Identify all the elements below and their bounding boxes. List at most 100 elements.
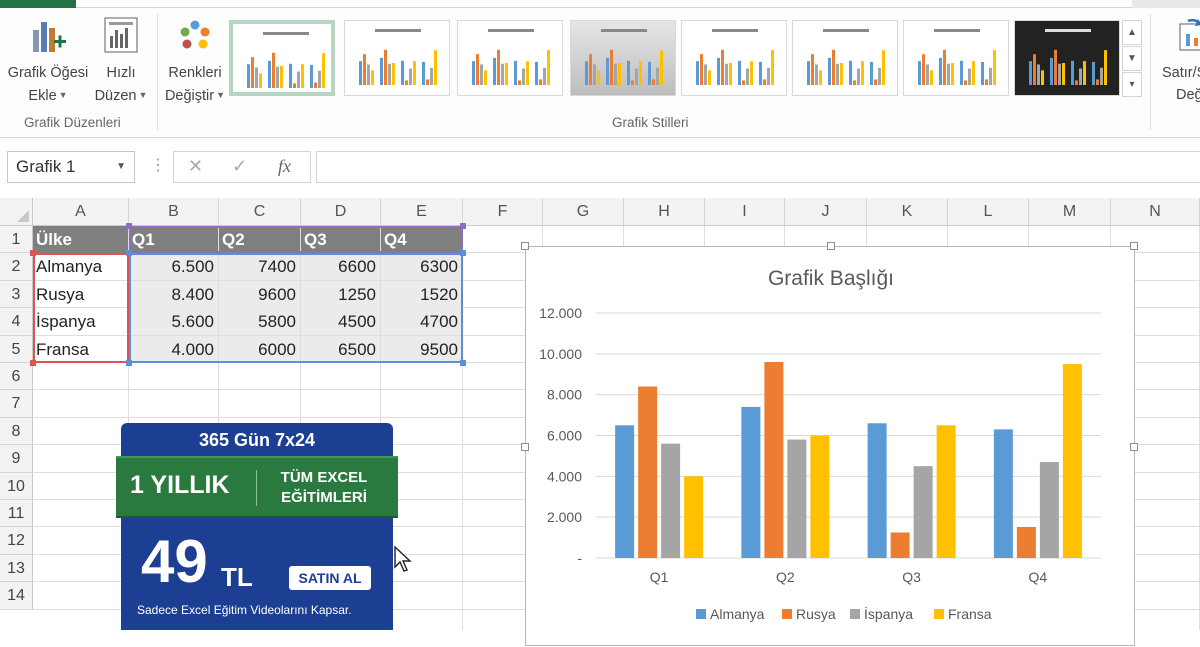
chart-style-5[interactable]	[681, 20, 787, 96]
value-cell[interactable]: 1520	[381, 280, 462, 308]
bar-q3-2[interactable]	[913, 466, 933, 558]
value-cell[interactable]: 5800	[219, 308, 300, 336]
name-box[interactable]: Grafik 1 ▼	[7, 151, 135, 183]
row-header-5[interactable]: 5	[0, 335, 33, 363]
country-cell[interactable]: Almanya	[36, 257, 103, 277]
column-header-k[interactable]: K	[867, 198, 948, 226]
row-header-11[interactable]: 11	[0, 500, 33, 528]
bar-q1-1[interactable]	[638, 386, 658, 559]
bar-q4-1[interactable]	[1016, 526, 1036, 558]
row-header-1[interactable]: 1	[0, 226, 33, 254]
value-cell[interactable]: 4.000	[129, 335, 218, 363]
legend-label[interactable]: İspanya	[864, 605, 913, 622]
value-cell[interactable]: 6000	[219, 335, 300, 363]
bar-q2-3[interactable]	[810, 435, 830, 559]
chart-style-3[interactable]	[457, 20, 563, 96]
legend-label[interactable]: Fransa	[948, 606, 992, 622]
resize-handle[interactable]	[827, 242, 835, 250]
chart-style-2[interactable]	[344, 20, 450, 96]
column-header-j[interactable]: J	[785, 198, 867, 226]
resize-handle[interactable]	[1130, 242, 1138, 250]
quick-layout-button[interactable]: Hızlı Düzen ▼	[92, 16, 150, 107]
chart-style-1[interactable]	[229, 20, 335, 96]
resize-handle[interactable]	[521, 443, 529, 451]
value-cell[interactable]: 8.400	[129, 280, 218, 308]
gallery-scroll-up-button[interactable]: ▲	[1122, 20, 1142, 45]
chart-style-4[interactable]	[570, 20, 676, 96]
row-header-13[interactable]: 13	[0, 554, 33, 583]
value-cell[interactable]: 5.600	[129, 308, 218, 336]
column-header-l[interactable]: L	[948, 198, 1029, 226]
bar-q4-0[interactable]	[993, 429, 1013, 558]
row-header-12[interactable]: 12	[0, 527, 33, 555]
bar-q1-3[interactable]	[684, 476, 704, 558]
row-header-10[interactable]: 10	[0, 472, 33, 500]
bar-q2-1[interactable]	[764, 362, 784, 558]
range-handle[interactable]	[126, 250, 132, 256]
table-header-cell[interactable]: Q1	[129, 226, 218, 253]
table-header-cell[interactable]: Q4	[381, 226, 462, 253]
column-header-i[interactable]: I	[705, 198, 785, 226]
country-cell[interactable]: Rusya	[36, 284, 85, 304]
resize-handle[interactable]	[521, 242, 529, 250]
formula-input[interactable]	[316, 151, 1200, 183]
range-handle[interactable]	[126, 360, 132, 366]
promo-banner[interactable]: 365 Gün 7x24 1 YILLIK TÜM EXCEL EĞİTİMLE…	[116, 423, 398, 630]
bar-q4-3[interactable]	[1062, 364, 1082, 558]
chart-style-6[interactable]	[792, 20, 898, 96]
bar-q3-3[interactable]	[936, 425, 956, 558]
legend-label[interactable]: Almanya	[710, 606, 765, 622]
chart-object[interactable]: Grafik Başlığı 12.000 10.000 8.000 6.000 4.0…	[521, 242, 1138, 646]
value-cell[interactable]: 9500	[381, 335, 462, 363]
range-handle[interactable]	[30, 250, 36, 256]
change-colors-button[interactable]: Renkleri Değiştir ▼	[162, 16, 228, 107]
chart-style-7[interactable]	[903, 20, 1009, 96]
table-header-cell[interactable]: Ülke	[33, 226, 128, 253]
column-header-e[interactable]: E	[381, 198, 463, 226]
value-cell[interactable]: 6600	[301, 253, 380, 281]
legend-label[interactable]: Rusya	[796, 606, 836, 622]
value-cell[interactable]: 6500	[301, 335, 380, 363]
table-header-cell[interactable]: Q3	[301, 226, 380, 253]
chevron-down-icon[interactable]: ▼	[116, 161, 126, 172]
column-header-h[interactable]: H	[624, 198, 705, 226]
bar-q1-0[interactable]	[615, 425, 635, 558]
value-cell[interactable]: 9600	[219, 280, 300, 308]
range-handle[interactable]	[126, 223, 132, 229]
row-header-4[interactable]: 4	[0, 308, 33, 336]
gallery-more-button[interactable]: ▾	[1122, 72, 1142, 97]
chart-title[interactable]: Grafik Başlığı	[767, 267, 895, 290]
buy-button[interactable]: SATIN AL	[289, 566, 371, 590]
column-header-d[interactable]: D	[301, 198, 381, 226]
column-header-f[interactable]: F	[463, 198, 543, 226]
country-cell[interactable]: Fransa	[36, 339, 89, 359]
gallery-scroll-down-button[interactable]: ▼	[1122, 46, 1142, 71]
bar-q1-2[interactable]	[661, 443, 681, 558]
row-header-7[interactable]: 7	[0, 390, 33, 418]
country-cell[interactable]: İspanya	[36, 312, 96, 332]
bar-q4-2[interactable]	[1039, 462, 1059, 558]
column-header-c[interactable]: C	[219, 198, 301, 226]
add-chart-element-button[interactable]: Grafik Öğesi Ekle ▼	[5, 16, 91, 107]
switch-row-column-button[interactable]: Satır/S Deği	[1152, 16, 1200, 106]
column-header-n[interactable]: N	[1111, 198, 1200, 226]
more-options-icon[interactable]: ⋮	[150, 157, 166, 174]
value-cell[interactable]: 4700	[381, 308, 462, 336]
enter-icon[interactable]: ✓	[232, 156, 248, 176]
value-cell[interactable]: 6300	[381, 253, 462, 281]
select-all-button[interactable]	[0, 198, 33, 226]
range-handle[interactable]	[460, 360, 466, 366]
bar-q3-1[interactable]	[890, 532, 910, 558]
row-header-3[interactable]: 3	[0, 280, 33, 309]
range-handle[interactable]	[460, 250, 466, 256]
value-cell[interactable]: 4500	[301, 308, 380, 336]
row-header-9[interactable]: 9	[0, 445, 33, 473]
value-cell[interactable]: 7400	[219, 253, 300, 281]
column-header-b[interactable]: B	[129, 198, 219, 226]
bar-q3-0[interactable]	[867, 423, 887, 558]
active-tab-indicator[interactable]	[0, 0, 76, 8]
bar-q2-2[interactable]	[787, 439, 807, 558]
cancel-icon[interactable]: ✕	[188, 156, 204, 176]
row-header-8[interactable]: 8	[0, 417, 33, 446]
